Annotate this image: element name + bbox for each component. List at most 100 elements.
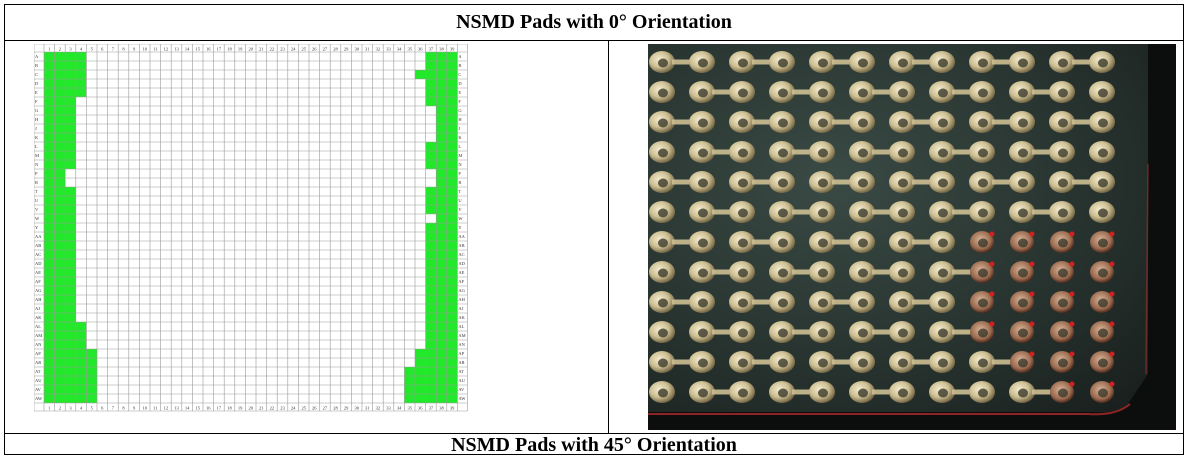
pad-center [1018,148,1028,158]
pad-cell-filled [446,214,458,223]
column-label: 26 [312,47,317,52]
pad-center [978,358,988,368]
row-label: H [458,117,462,122]
pad-cell-filled [425,61,437,70]
pcb-trace [792,149,812,155]
pad-cell-filled [446,331,458,340]
pad-cell-filled [44,196,55,205]
pad-cell-filled [54,214,66,223]
row-label: AG [35,288,42,293]
pad-center [1058,388,1068,398]
column-label: 33 [386,406,391,411]
pcb-trace [952,329,972,335]
pad-cell-filled [446,61,458,70]
pad-cell-filled [65,124,76,133]
pcb-trace [872,269,892,275]
pcb-trace [872,149,892,155]
pad-cell-filled [65,187,76,196]
pad-cell-filled [54,295,66,304]
pad-cell-filled [436,313,447,322]
pad-cell-filled [446,259,458,268]
pad-cell-filled [425,70,437,79]
column-label: 6 [101,47,104,52]
row-label: AL [35,324,41,329]
pad-cell-filled [44,295,55,304]
pad-center [1098,328,1108,338]
pad-cell-filled [86,358,97,367]
pad-center [738,148,748,158]
pad-cell-filled [54,331,66,340]
pad-cell-filled [65,115,76,124]
pad-center [898,388,908,398]
pad-center [858,178,868,188]
row-label: AV [458,387,465,392]
pad-cell-filled [65,286,76,295]
pad-center [818,298,828,308]
pad-cell-filled [446,385,458,394]
pad-center [1018,328,1028,338]
pad-cell-filled [436,241,447,250]
pad-cell-filled [436,178,447,187]
pcb-trace [912,179,932,185]
pad-cell-filled [44,259,55,268]
pad-cell-filled [54,385,66,394]
pad-cell-filled [65,160,76,169]
pad-cell-filled [65,133,76,142]
pad-center [1098,58,1108,68]
pad-cell-filled [415,367,426,376]
pad-cell-filled [425,304,437,313]
row-label: AP [35,351,41,356]
pad-center [658,358,668,368]
pad-cell-filled [436,259,447,268]
pad-cell-filled [65,214,76,223]
pad-cell-filled [75,61,87,70]
column-label: 28 [333,406,338,411]
pad-cell-filled [54,304,66,313]
pad-cell-filled [54,250,66,259]
pad-center [858,298,868,308]
pad-cell-filled [54,277,66,286]
pcb-trace [672,239,692,245]
pad-cell-filled [436,196,447,205]
pad-cell-filled [75,367,87,376]
pad-center [698,328,708,338]
via-dot [1069,291,1075,297]
pad-cell-filled [436,322,447,331]
row-label: R [458,180,461,185]
pad-center [858,208,868,218]
row-label: AG [458,288,465,293]
pad-center [738,88,748,98]
pad-cell-filled [44,241,55,250]
column-label: 34 [397,406,402,411]
pad-center [698,178,708,188]
pad-cell-filled [75,88,87,97]
via-dot [1029,321,1035,327]
pad-cell-filled [44,214,55,223]
pad-center [898,358,908,368]
pad-cell-filled [425,376,437,385]
row-label: P [35,171,38,176]
pad-cell-filled [54,358,66,367]
pad-cell-filled [44,277,55,286]
pad-cell-filled [446,169,458,178]
pad-cell-filled [54,160,66,169]
row-label: Y [458,225,462,230]
pad-cell-filled [436,358,447,367]
pad-cell-filled [425,88,437,97]
pad-center [1098,388,1108,398]
pad-center [978,388,988,398]
pad-cell-filled [436,250,447,259]
pad-cell-filled [44,52,55,61]
pad-cell-filled [436,133,447,142]
via-dot [1069,381,1075,387]
pad-cell-filled [446,196,458,205]
pad-cell-filled [54,223,66,232]
pad-center [1098,238,1108,248]
pad-cell-filled [415,394,426,403]
via-dot [1029,351,1035,357]
pad-center [1058,88,1068,98]
pad-center [738,268,748,278]
pad-cell-filled [54,133,66,142]
row-label: W [35,216,40,221]
pad-cell-filled [425,151,437,160]
